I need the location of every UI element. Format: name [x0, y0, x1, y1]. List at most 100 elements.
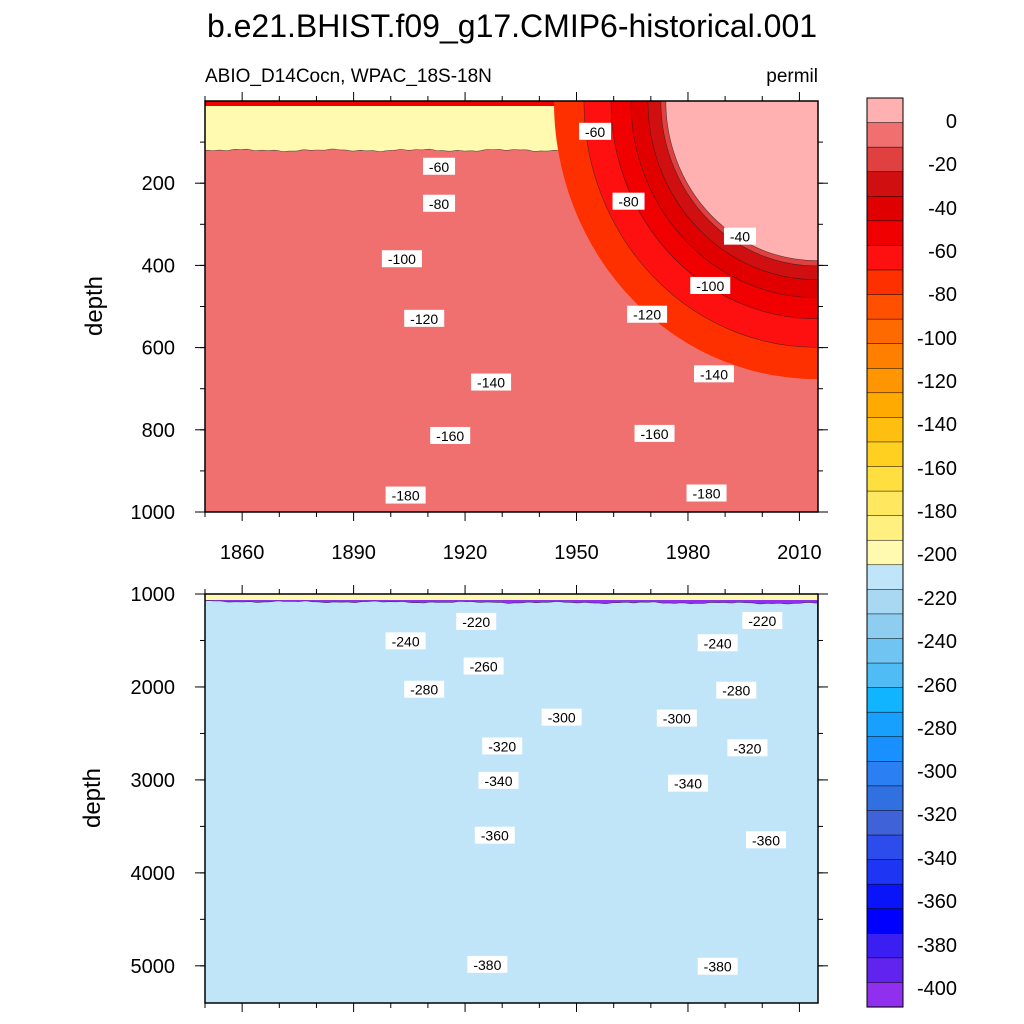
svg-text:-60: -60 — [429, 159, 449, 175]
colorbar-swatch — [866, 392, 904, 418]
colorbar-label: -360 — [917, 891, 957, 913]
colorbar-swatch — [866, 761, 904, 787]
svg-text:-120: -120 — [633, 307, 661, 323]
upper-x-tick-label: 1860 — [220, 542, 265, 564]
upper-contour-label: -100 — [381, 250, 422, 268]
colorbar-label: -280 — [917, 718, 957, 740]
colorbar-swatch — [866, 613, 904, 640]
svg-text:-320: -320 — [733, 740, 761, 756]
colorbar-swatch — [866, 834, 904, 861]
svg-text:-340: -340 — [484, 773, 512, 789]
lower-contour-label: -240 — [697, 634, 738, 652]
upper-contour-label: -140 — [471, 373, 512, 391]
colorbar-swatch — [866, 417, 904, 443]
colorbar-label: -20 — [928, 154, 957, 176]
colorbar-label: -200 — [917, 544, 957, 566]
colorbar-swatch — [866, 97, 904, 124]
upper-x-tick-label: 1950 — [554, 542, 599, 564]
chart-subtitle-left: ABIO_D14Cocn, WPAC_18S-18N — [205, 66, 492, 87]
colorbar-swatch — [866, 466, 904, 492]
colorbar-swatch — [866, 269, 904, 296]
colorbar-swatch — [866, 785, 904, 812]
upper-contour-label: -160 — [430, 426, 471, 444]
upper-contour-label: -80 — [612, 192, 645, 210]
lower-y-tick-label: 1000 — [131, 584, 176, 606]
svg-text:-100: -100 — [388, 251, 416, 267]
colorbar-swatch — [866, 908, 904, 934]
upper-y-tick-label: 400 — [142, 255, 175, 277]
svg-text:-160: -160 — [641, 426, 669, 442]
svg-text:-140: -140 — [700, 366, 728, 382]
svg-text:-360: -360 — [752, 832, 780, 848]
colorbar-label: -120 — [917, 371, 957, 393]
svg-text:-300: -300 — [548, 710, 576, 726]
colorbar-swatch — [866, 196, 904, 222]
colorbar-swatch — [866, 122, 904, 148]
svg-text:-120: -120 — [410, 311, 438, 327]
lower-contour-label: -220 — [456, 612, 497, 630]
colorbar-swatch — [866, 343, 904, 369]
colorbar-swatch — [866, 711, 904, 738]
colorbar-swatch — [866, 220, 904, 246]
colorbar-label: -380 — [917, 935, 957, 957]
colorbar-swatch — [866, 171, 904, 197]
svg-text:-240: -240 — [704, 635, 732, 651]
upper-panel: -60 -60 -80 -80 -40 -100 -100 -120 -120 -140 -140 -… — [81, 92, 828, 564]
lower-y-tick-label: 4000 — [131, 863, 176, 885]
svg-text:-160: -160 — [436, 428, 464, 444]
upper-contour-label: -40 — [723, 227, 756, 245]
upper-y-tick-label: 600 — [142, 338, 175, 360]
lower-contour-label: -380 — [467, 955, 508, 973]
colorbar-swatch — [866, 564, 904, 590]
upper-x-tick-label: 1890 — [331, 542, 376, 564]
svg-text:-320: -320 — [488, 738, 516, 754]
colorbar-label: -400 — [917, 978, 957, 1000]
lower-y-axis-label: depth — [79, 768, 106, 828]
colorbar-swatch — [866, 933, 904, 959]
colorbar-label: -300 — [917, 761, 957, 783]
lower-y-tick-label: 5000 — [131, 956, 176, 978]
upper-y-tick-label: 200 — [142, 173, 175, 195]
upper-x-tick-label: 1920 — [443, 542, 488, 564]
upper-contour-label: -100 — [690, 276, 731, 294]
colorbar-label: -220 — [917, 588, 957, 610]
lower-contour-label: -380 — [697, 957, 738, 975]
colorbar-swatch — [866, 662, 904, 689]
lower-contour-label: -260 — [463, 657, 504, 675]
colorbar: 0 -20 -40 -60 -80 -100 -120 -140 -160 -180 -200 -22… — [866, 97, 957, 1008]
colorbar-swatch — [866, 687, 904, 713]
colorbar-label: -160 — [917, 458, 957, 480]
svg-text:-360: -360 — [481, 828, 509, 844]
lower-contour-label: -360 — [474, 826, 515, 844]
colorbar-swatch — [866, 589, 904, 615]
lower-contour-label: -320 — [482, 737, 523, 755]
upper-contour-label: -60 — [579, 122, 612, 140]
colorbar-swatch — [866, 859, 904, 885]
svg-text:-340: -340 — [674, 776, 702, 792]
svg-text:-300: -300 — [663, 711, 691, 727]
svg-text:-240: -240 — [392, 633, 420, 649]
colorbar-swatch — [866, 294, 904, 320]
colorbar-swatch — [866, 367, 904, 394]
lower-panel-field: -220 -220 -240 -240 -260 -280 -280 -300 -300 -320… — [205, 594, 818, 1003]
chart-title: b.e21.BHIST.f09_g17.CMIP6-historical.001 — [207, 8, 817, 44]
colorbar-label: -240 — [917, 631, 957, 653]
svg-text:-380: -380 — [473, 957, 501, 973]
svg-text:-100: -100 — [696, 278, 724, 294]
svg-text:-140: -140 — [477, 375, 505, 391]
colorbar-label: -320 — [917, 804, 957, 826]
lower-contour-label: -340 — [667, 774, 708, 792]
colorbar-label: -100 — [917, 328, 957, 350]
svg-text:-220: -220 — [462, 614, 490, 630]
colorbar-swatch — [866, 245, 904, 271]
upper-y-tick-label: 800 — [142, 420, 175, 442]
lower-y-tick-label: 3000 — [131, 770, 176, 792]
upper-contour-label: -140 — [693, 365, 734, 383]
svg-text:-280: -280 — [722, 683, 750, 699]
svg-text:-280: -280 — [410, 682, 438, 698]
upper-contour-label: -160 — [634, 424, 675, 442]
colorbar-swatch — [866, 638, 904, 664]
colorbar-label: -60 — [928, 241, 957, 263]
colorbar-swatch — [866, 957, 904, 983]
